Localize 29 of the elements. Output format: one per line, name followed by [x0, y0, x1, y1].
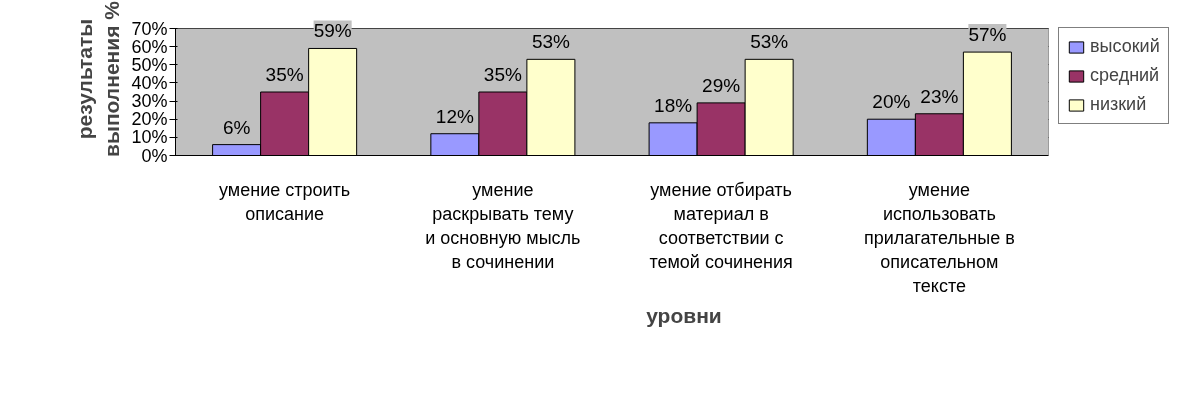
y-tick-label: 60%	[131, 36, 168, 57]
data-label: 12%	[435, 105, 474, 127]
y-axis-title: результаты выполнения %	[72, 0, 124, 157]
y-tick-label: 70%	[131, 18, 168, 39]
data-label: 29%	[702, 74, 741, 96]
data-label: 18%	[654, 94, 693, 116]
data-label: 6%	[222, 116, 251, 138]
y-tick-label: 50%	[131, 54, 168, 75]
data-label: 57%	[968, 24, 1007, 46]
data-label: 35%	[483, 64, 522, 85]
data-label: 53%	[750, 31, 789, 53]
data-label: 53%	[531, 31, 571, 53]
x-tick-label: умение использовать прилагательные в описательном тексте	[863, 179, 1015, 296]
legend-label: низкий	[1090, 94, 1147, 115]
legend-label: высокий	[1090, 36, 1160, 57]
data-label: 35%	[265, 64, 304, 85]
y-tick-label: 40%	[131, 72, 168, 93]
y-tick-label: 30%	[131, 91, 168, 112]
data-label: 59%	[313, 20, 352, 42]
y-tick-label: 20%	[131, 109, 168, 130]
y-tick-label: 10%	[131, 127, 168, 148]
data-label: 23%	[920, 85, 959, 107]
x-tick-label: умение раскрывать тему и основную мысль в сочинении	[425, 179, 581, 272]
legend-label: средний	[1090, 65, 1160, 86]
x-tick-label: умение отбирать материал в соответствии с темой сочинения	[649, 179, 793, 272]
data-label: 20%	[872, 91, 911, 113]
x-tick-label: умение строить описание	[219, 179, 351, 224]
x-axis-title: уровни	[646, 303, 722, 327]
y-tick-label: 0%	[141, 145, 168, 166]
